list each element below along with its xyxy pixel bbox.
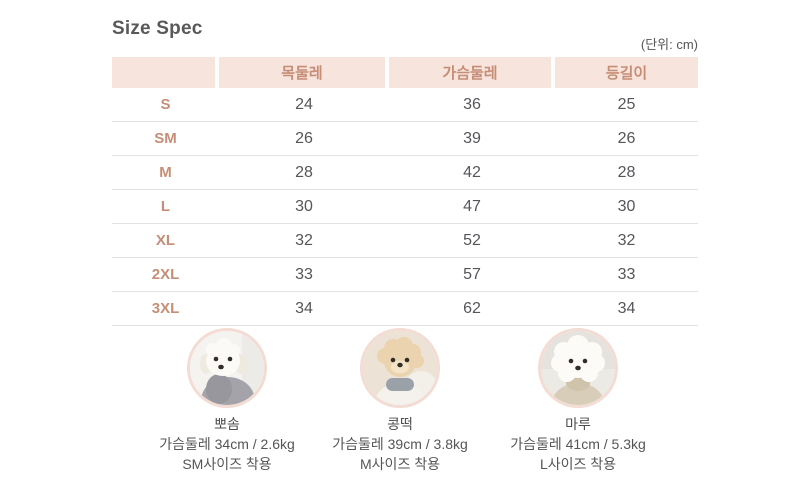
unit-label: (단위: cm) <box>640 37 698 52</box>
size-label: L <box>160 198 171 215</box>
column-header-back-length: 등길이 <box>555 57 698 88</box>
column-header-chest: 가슴둘레 <box>389 57 555 88</box>
model-spec: 가슴둘레 41cm / 5.3kg <box>510 436 646 452</box>
table-header-row: 목둘레 가슴둘레 등길이 <box>112 57 698 88</box>
chest-value: 47 <box>463 197 481 215</box>
model-size-worn: L사이즈 착용 <box>539 456 617 472</box>
neck-value: 33 <box>295 265 313 283</box>
model-size-worn: SM사이즈 착용 <box>182 456 272 472</box>
column-header-neck: 목둘레 <box>219 57 389 88</box>
size-label: 2XL <box>151 266 180 283</box>
chest-value: 57 <box>463 265 481 283</box>
table-row-2xl: 2XL 33 57 33 <box>112 258 698 292</box>
table-row-3xl: 3XL 34 62 34 <box>112 292 698 326</box>
table-row-l: L 30 47 30 <box>112 190 698 224</box>
chest-value: 42 <box>463 163 481 181</box>
back-value: 32 <box>617 231 636 249</box>
model-spec: 가슴둘레 34cm / 2.6kg <box>159 436 295 452</box>
back-value: 26 <box>617 129 636 147</box>
dog-photo-icon <box>538 328 618 408</box>
chest-value: 62 <box>463 299 481 317</box>
back-value: 30 <box>617 197 636 215</box>
table-row-s: S 24 36 25 <box>112 88 698 122</box>
neck-value: 28 <box>295 163 313 181</box>
neck-value: 24 <box>295 95 313 113</box>
neck-value: 34 <box>295 299 313 317</box>
table-corner-cell <box>112 57 219 88</box>
page-title: Size Spec <box>112 18 203 39</box>
table-row-xl: XL 32 52 32 <box>112 224 698 258</box>
chest-value: 36 <box>463 95 481 113</box>
size-label: S <box>160 96 171 113</box>
neck-value: 26 <box>295 129 313 147</box>
model-spec: 가슴둘레 39cm / 3.8kg <box>332 436 468 452</box>
back-value: 34 <box>617 299 636 317</box>
chest-value: 52 <box>463 231 481 249</box>
neck-value: 32 <box>295 231 313 249</box>
back-value: 28 <box>617 163 636 181</box>
model-name: 콩떡 <box>387 416 413 432</box>
dog-photo-icon <box>187 328 267 408</box>
model-size-worn: M사이즈 착용 <box>360 456 440 472</box>
size-label: 3XL <box>151 300 180 317</box>
dog-photo-icon <box>360 328 440 408</box>
size-label: M <box>159 164 172 181</box>
back-value: 25 <box>617 95 636 113</box>
table-row-m: M 28 42 28 <box>112 156 698 190</box>
model-card-kongtteok: 콩떡 가슴둘레 39cm / 3.8kg M사이즈 착용 <box>290 328 510 474</box>
model-name: 마루 <box>565 416 591 432</box>
size-spec-table: 목둘레 가슴둘레 등길이 S 24 36 25 SM 26 39 26 M 28… <box>112 57 698 326</box>
chest-value: 39 <box>463 129 481 147</box>
model-name: 뽀솜 <box>214 416 240 432</box>
table-row-sm: SM 26 39 26 <box>112 122 698 156</box>
size-label: XL <box>155 232 176 249</box>
model-card-bbosom: 뽀솜 가슴둘레 34cm / 2.6kg SM사이즈 착용 <box>117 328 337 474</box>
model-card-maru: 마루 가슴둘레 41cm / 5.3kg L사이즈 착용 <box>468 328 688 474</box>
back-value: 33 <box>617 265 636 283</box>
size-label: SM <box>154 130 177 147</box>
neck-value: 30 <box>295 197 313 215</box>
